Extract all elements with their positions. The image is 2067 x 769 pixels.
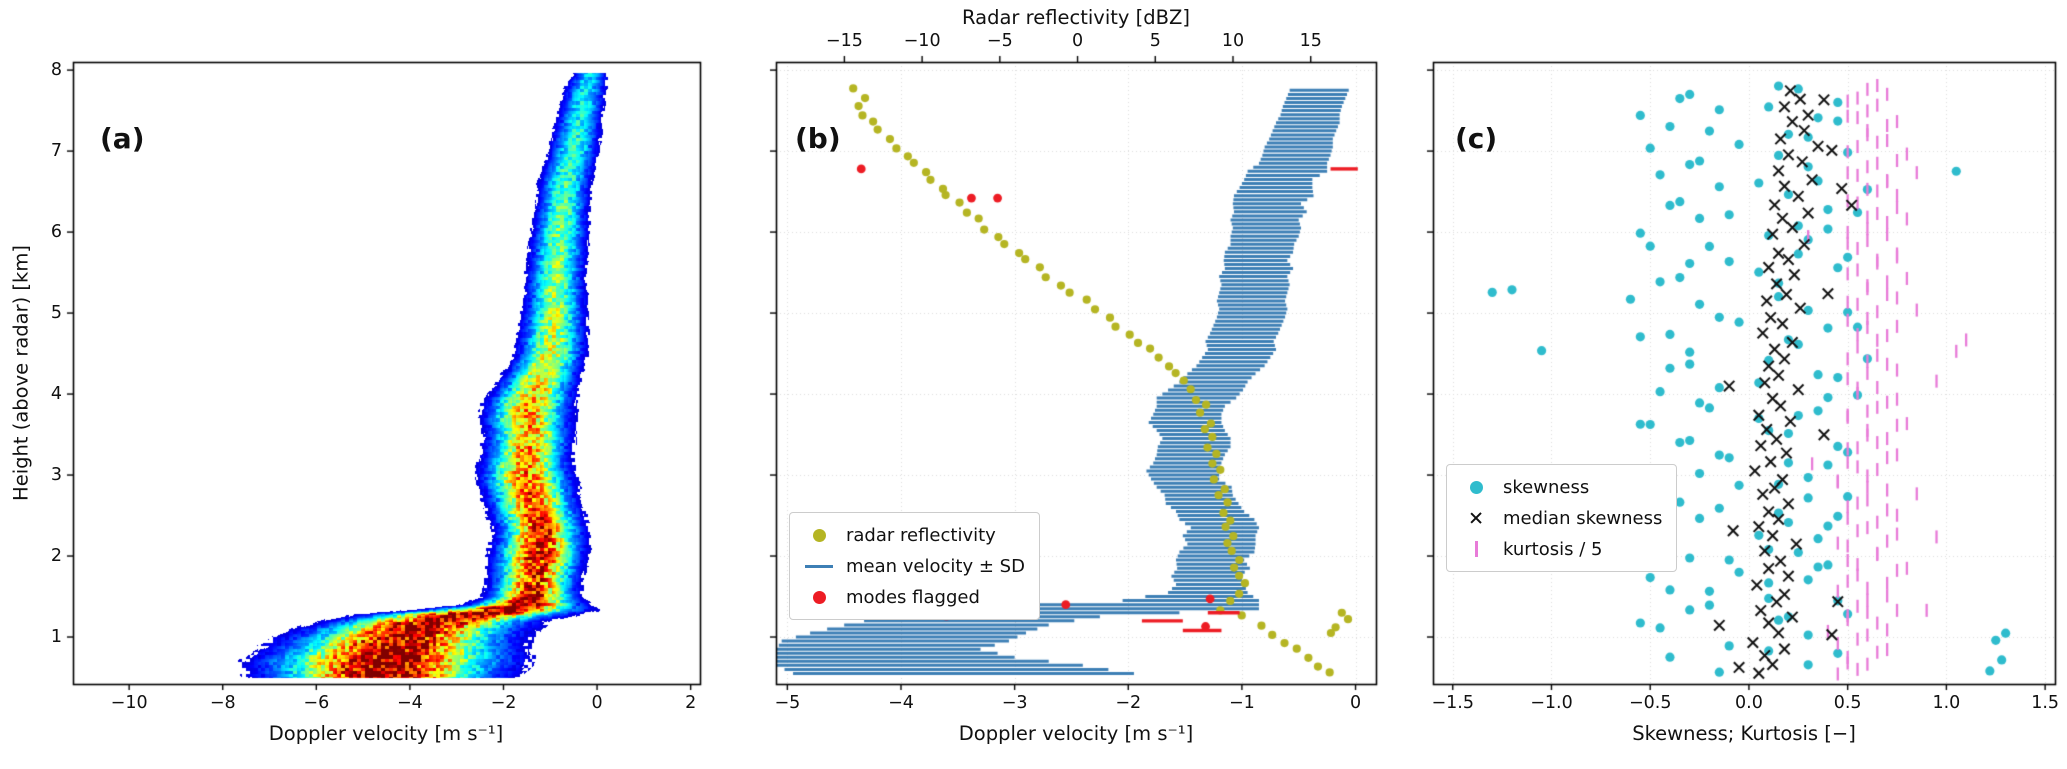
panel-b-label: (b) (795, 122, 841, 155)
tick-label: −15 (825, 31, 863, 51)
panel-c-label: (c) (1455, 122, 1498, 155)
tick-label: −10 (110, 693, 148, 713)
tick-label: 0 (1349, 693, 1362, 713)
panel-b-xaxis-title: Doppler velocity [m s⁻¹] (958, 722, 1194, 745)
tick-label: −1.5 (1431, 693, 1474, 713)
tick-label: 5 (1149, 31, 1161, 51)
tick-label: 3 (50, 465, 62, 486)
tick-label: −2 (1115, 693, 1142, 713)
tick-label: −3 (1001, 693, 1028, 713)
legend-label: median skewness (1503, 507, 1663, 529)
tick-label: −4 (396, 693, 423, 713)
panel-a-yaxis-title: Height (above radar) [km] (9, 245, 33, 501)
skewness-dot-icon (1461, 480, 1491, 494)
tick-label: −1 (1229, 693, 1255, 713)
panel-c-legend: skewness median skewness kurtosis / 5 (1446, 464, 1678, 572)
tick-label: −4 (888, 693, 914, 713)
reflectivity-dot-icon (804, 528, 834, 542)
legend-item-mean-velocity: mean velocity ± SD (804, 554, 1025, 578)
tick-label: 15 (1299, 31, 1322, 51)
legend-item-kurtosis: kurtosis / 5 (1461, 537, 1662, 561)
tick-label: −5 (986, 31, 1013, 51)
panel-b-legend: radar reflectivity mean velocity ± SD mo… (789, 512, 1040, 620)
legend-label: radar reflectivity (846, 524, 996, 546)
tick-label: 4 (50, 384, 62, 405)
tick-label: 5 (50, 303, 62, 324)
panel-c-xaxis-title: Skewness; Kurtosis [−] (1632, 722, 1856, 745)
tick-label: 7 (50, 141, 62, 162)
modes-dot-icon (804, 590, 834, 604)
velocity-line-icon (804, 564, 834, 568)
tick-label: 8 (50, 60, 62, 81)
panel-a-xaxis-title: Doppler velocity [m s⁻¹] (268, 722, 504, 745)
tick-label: 1.0 (1932, 693, 1961, 713)
legend-item-modes: modes flagged (804, 585, 1025, 609)
legend-label: modes flagged (846, 586, 980, 608)
legend-label: mean velocity ± SD (846, 555, 1025, 577)
tick-label: 2 (685, 693, 697, 713)
tick-label: 0.5 (1833, 693, 1862, 713)
legend-item-skewness: skewness (1461, 475, 1662, 499)
panel-b-top-axis-title: Radar reflectivity [dBZ] (962, 6, 1190, 29)
tick-label: 0 (591, 693, 603, 713)
tick-label: −1.0 (1530, 693, 1573, 713)
tick-label: −2 (490, 693, 517, 713)
tick-label: −6 (303, 693, 330, 713)
legend-label: skewness (1503, 476, 1590, 498)
panel-a-label: (a) (100, 122, 145, 155)
tick-label: 6 (50, 222, 62, 243)
tick-label: 1.5 (2031, 693, 2060, 713)
tick-label: −10 (903, 31, 941, 51)
tick-label: −0.5 (1628, 693, 1672, 713)
kurtosis-bar-icon (1461, 541, 1491, 557)
tick-label: −8 (209, 693, 236, 713)
tick-label: 2 (50, 546, 62, 567)
tick-label: −5 (774, 693, 801, 713)
legend-label: kurtosis / 5 (1503, 538, 1603, 560)
tick-label: 0.0 (1735, 693, 1763, 713)
tick-label: 10 (1221, 31, 1245, 51)
tick-label: 0 (1071, 31, 1084, 51)
median-skewness-x-icon (1461, 511, 1491, 525)
tick-label: 1 (50, 627, 62, 648)
legend-item-reflectivity: radar reflectivity (804, 523, 1025, 547)
legend-item-median-skewness: median skewness (1461, 506, 1662, 530)
